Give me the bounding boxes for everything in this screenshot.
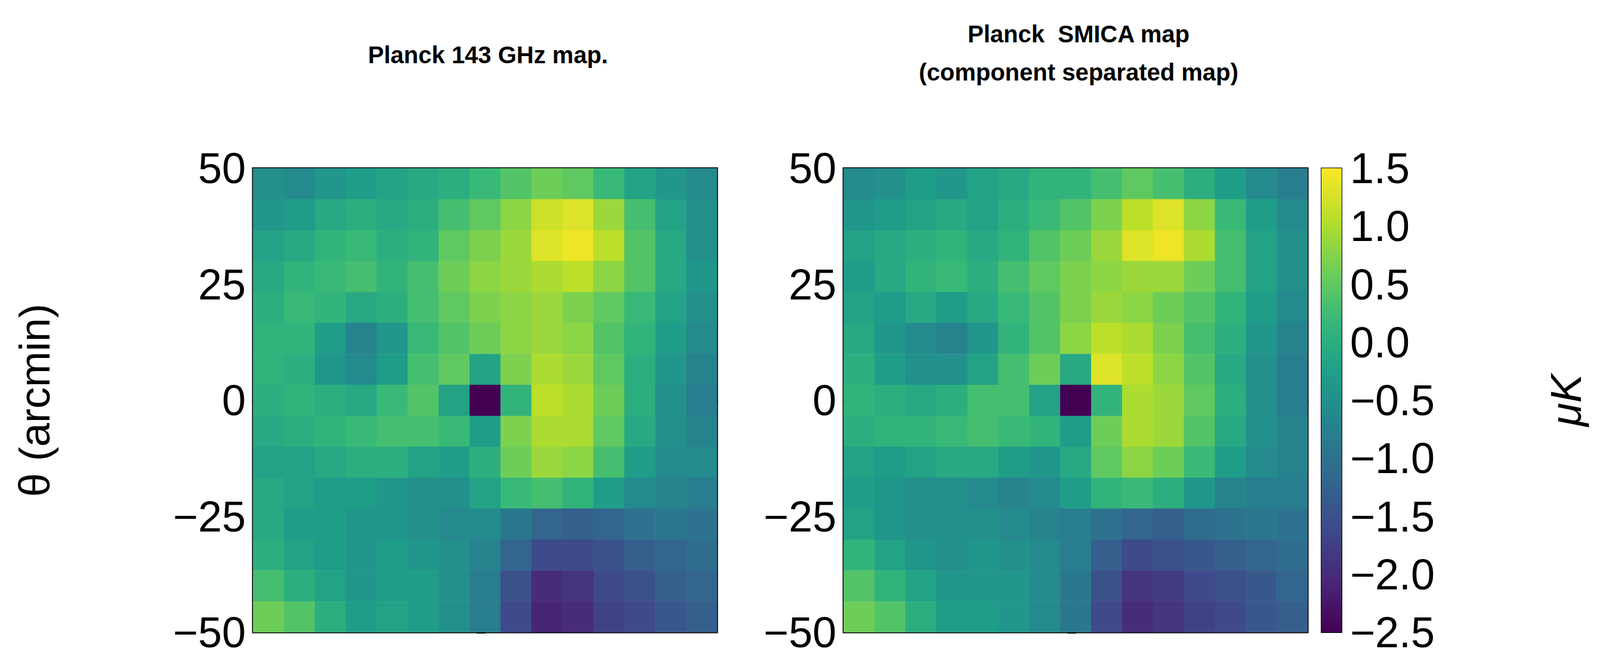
- svg-text:1.5: 1.5: [1350, 144, 1410, 193]
- svg-text:θ (arcmin): θ (arcmin): [10, 303, 59, 497]
- svg-text:0.0: 0.0: [1350, 318, 1410, 367]
- svg-text:50: 50: [788, 144, 837, 193]
- svg-text:μK: μK: [1542, 372, 1590, 428]
- svg-text:Planck SMICA map: Planck SMICA map: [967, 20, 1190, 48]
- svg-text:(component separated map): (component separated map): [918, 59, 1239, 86]
- svg-text:−2.0: −2.0: [1350, 550, 1435, 599]
- svg-text:0.5: 0.5: [1350, 260, 1410, 309]
- svg-text:0: 0: [812, 376, 837, 425]
- svg-text:−50: −50: [173, 608, 246, 657]
- svg-text:−2.5: −2.5: [1350, 608, 1435, 657]
- svg-text:−25: −25: [173, 492, 246, 541]
- svg-text:50: 50: [198, 144, 246, 193]
- svg-text:25: 25: [198, 260, 246, 309]
- svg-text:0: 0: [221, 376, 246, 425]
- svg-text:−0.5: −0.5: [1350, 376, 1435, 425]
- svg-text:25: 25: [788, 260, 837, 309]
- svg-text:−50: −50: [763, 608, 837, 657]
- svg-text:−25: −25: [763, 492, 837, 541]
- svg-text:Planck 143 GHz map.: Planck 143 GHz map.: [368, 41, 608, 69]
- svg-text:−1.0: −1.0: [1350, 434, 1435, 483]
- svg-text:1.0: 1.0: [1350, 202, 1410, 250]
- svg-text:−1.5: −1.5: [1350, 492, 1435, 541]
